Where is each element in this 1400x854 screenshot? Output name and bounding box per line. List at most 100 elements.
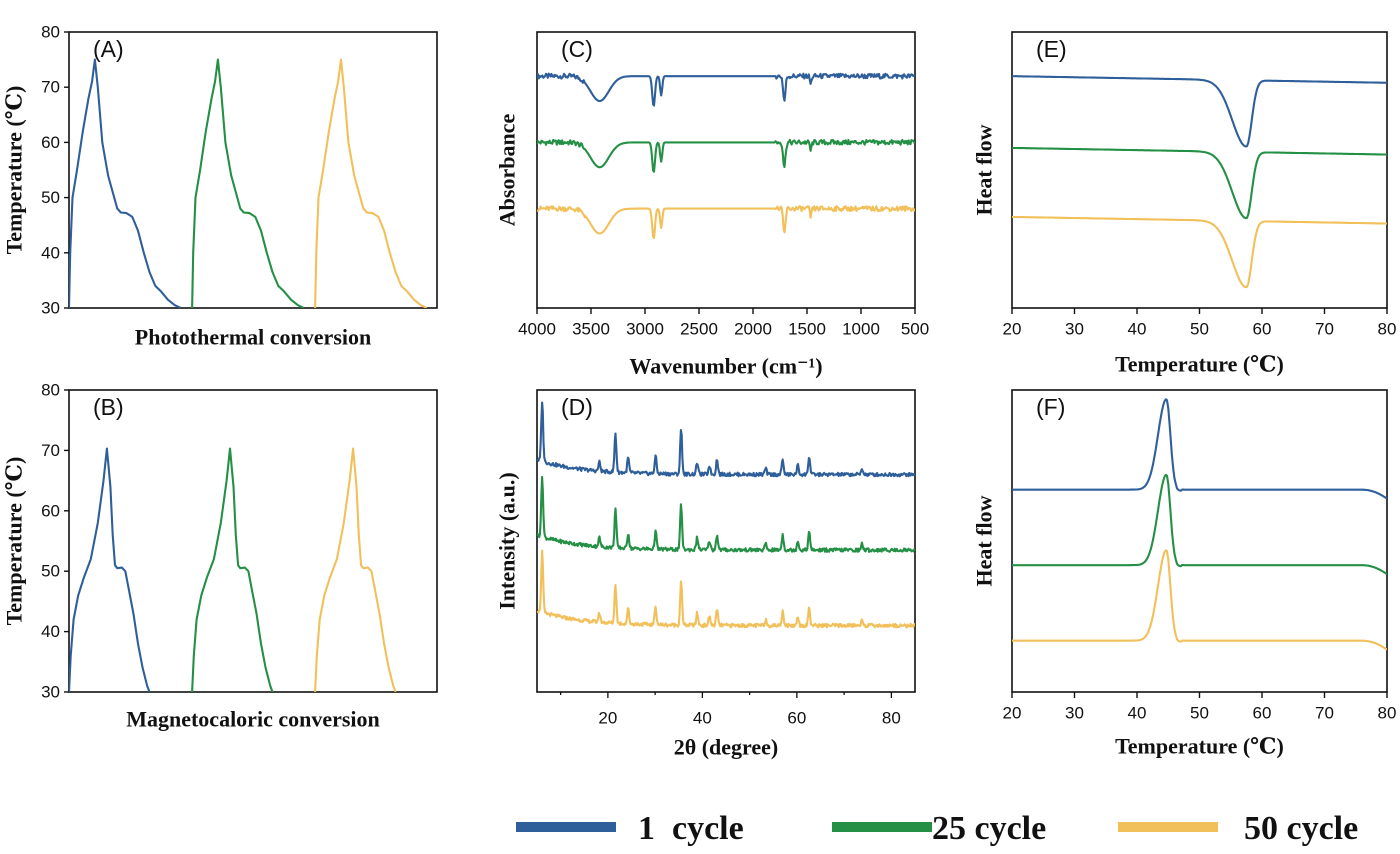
x-tick-label: 4000 bbox=[518, 320, 556, 339]
legend-label-1-cycle: 1 cycle bbox=[638, 810, 744, 847]
x-axis-label: 2θ (degree) bbox=[674, 735, 779, 760]
x-tick-label: 70 bbox=[1315, 320, 1334, 339]
y-axis-label: Absorbance bbox=[495, 114, 520, 227]
x-tick-label: 1500 bbox=[788, 320, 826, 339]
panel-label: (D) bbox=[561, 394, 593, 420]
axes-frame bbox=[68, 31, 438, 309]
y-tick-label: 70 bbox=[41, 441, 60, 460]
curve-group bbox=[69, 447, 397, 692]
series-line-50-cycle bbox=[314, 447, 397, 692]
series-line-50-cycle bbox=[1012, 215, 1387, 289]
curve-group bbox=[1012, 75, 1387, 289]
x-tick-label: 70 bbox=[1315, 704, 1334, 723]
x-tick-label: 1000 bbox=[842, 320, 880, 339]
x-tick-label: 2000 bbox=[734, 320, 772, 339]
y-axis-label: Heat flow bbox=[972, 495, 997, 586]
panel-f: (F) 20 30 40 50 60 70 80 Temperature (℃) Heat flo… bbox=[972, 389, 1397, 759]
x-tick-label: 40 bbox=[1128, 320, 1147, 339]
x-tick-label: 50 bbox=[1190, 704, 1209, 723]
y-tick-label: 50 bbox=[41, 188, 60, 207]
x-tick-label: 3000 bbox=[626, 320, 664, 339]
panel-label: (E) bbox=[1036, 36, 1067, 62]
y-axis-label: Temperature (℃) bbox=[2, 86, 27, 255]
y-tick-label: 30 bbox=[41, 299, 60, 318]
series-line-1-cycle bbox=[537, 401, 915, 478]
x-axis-label: Photothermal conversion bbox=[135, 325, 371, 350]
legend-swatch-1-cycle bbox=[516, 822, 616, 832]
axes-frame bbox=[536, 389, 916, 693]
axes-frame bbox=[68, 389, 438, 693]
panel-e: (E) 20 30 40 50 60 70 80 Temperature (℃) Heat flo… bbox=[972, 31, 1397, 377]
y-tick-label: 40 bbox=[41, 243, 60, 262]
x-tick-label: 60 bbox=[787, 709, 806, 728]
series-line-25-cycle bbox=[191, 447, 274, 692]
x-tick-label: 40 bbox=[693, 709, 712, 728]
panel-c: (C) 4000 3500 3000 2500 2000 1500 1000 500 Wavenu… bbox=[495, 31, 929, 379]
x-tick-label: 60 bbox=[1253, 320, 1272, 339]
x-tick-label: 500 bbox=[901, 320, 929, 339]
panel-b: (B) 30 40 50 60 70 80 Magnetocaloric conversion… bbox=[2, 381, 438, 732]
x-tick-label: 2500 bbox=[680, 320, 718, 339]
y-axis-label: Heat flow bbox=[972, 124, 997, 215]
panel-a: (A) 30 40 50 60 70 80 Photothermal conversion Te… bbox=[2, 23, 438, 350]
series-line-50-cycle bbox=[537, 205, 915, 240]
series-line-25-cycle bbox=[537, 475, 915, 553]
x-tick-label: 50 bbox=[1190, 320, 1209, 339]
x-tick-label: 20 bbox=[1003, 320, 1022, 339]
series-line-1-cycle bbox=[69, 58, 182, 308]
y-tick-label: 80 bbox=[41, 381, 60, 400]
panel-label: (A) bbox=[93, 36, 124, 62]
series-line-25-cycle bbox=[191, 58, 305, 308]
curve-group bbox=[537, 401, 915, 629]
x-tick-label: 20 bbox=[1003, 704, 1022, 723]
panel-label: (C) bbox=[561, 36, 593, 62]
curve-group bbox=[1012, 398, 1387, 651]
series-line-1-cycle bbox=[1012, 398, 1387, 500]
y-tick-label: 80 bbox=[41, 23, 60, 42]
series-line-50-cycle bbox=[1012, 549, 1387, 651]
x-tick-label: 20 bbox=[598, 709, 617, 728]
series-line-50-cycle bbox=[314, 58, 428, 308]
series-line-1-cycle bbox=[69, 447, 151, 692]
series-line-25-cycle bbox=[1012, 473, 1387, 576]
series-line-1-cycle bbox=[537, 72, 915, 107]
x-tick-label: 30 bbox=[1065, 320, 1084, 339]
x-tick-label: 80 bbox=[1378, 320, 1397, 339]
y-axis-label: Intensity (a.u.) bbox=[495, 472, 520, 610]
y-tick-label: 70 bbox=[41, 78, 60, 97]
legend-label-25-cycle: 25 cycle bbox=[932, 810, 1047, 847]
y-axis-label: Temperature (℃) bbox=[2, 457, 27, 626]
panel-label: (F) bbox=[1036, 394, 1065, 420]
x-axis-label: Temperature (℃) bbox=[1115, 352, 1284, 377]
x-axis-label: Wavenumber (cm⁻¹) bbox=[629, 354, 822, 379]
x-axis-label: Temperature (℃) bbox=[1115, 734, 1284, 759]
axes-frame bbox=[1011, 389, 1388, 693]
x-tick-label: 40 bbox=[1128, 704, 1147, 723]
legend: 1 cycle 25 cycle 50 cycle bbox=[0, 806, 1400, 854]
x-tick-label: 3500 bbox=[572, 320, 610, 339]
series-line-25-cycle bbox=[537, 138, 915, 173]
y-tick-label: 30 bbox=[41, 683, 60, 702]
x-tick-label: 60 bbox=[1253, 704, 1272, 723]
x-axis-label: Magnetocaloric conversion bbox=[126, 707, 380, 732]
curve-group bbox=[69, 58, 428, 308]
y-tick-label: 50 bbox=[41, 562, 60, 581]
curve-group bbox=[537, 72, 915, 240]
series-line-50-cycle bbox=[537, 549, 915, 629]
y-tick-label: 60 bbox=[41, 501, 60, 520]
series-line-25-cycle bbox=[1012, 146, 1387, 220]
legend-swatch-25-cycle bbox=[832, 822, 932, 832]
series-line-1-cycle bbox=[1012, 75, 1387, 148]
axes-frame bbox=[536, 31, 916, 309]
panel-label: (B) bbox=[93, 394, 124, 420]
legend-swatch-50-cycle bbox=[1118, 822, 1218, 832]
y-tick-label: 60 bbox=[41, 133, 60, 152]
panel-d: (D) 20 40 60 80 2θ (degree) Intensity (a.u.) bbox=[495, 389, 916, 760]
axes-frame bbox=[1011, 31, 1388, 309]
x-tick-label: 80 bbox=[882, 709, 901, 728]
x-tick-label: 80 bbox=[1378, 704, 1397, 723]
x-tick-label: 30 bbox=[1065, 704, 1084, 723]
y-tick-label: 40 bbox=[41, 622, 60, 641]
legend-label-50-cycle: 50 cycle bbox=[1244, 810, 1359, 847]
